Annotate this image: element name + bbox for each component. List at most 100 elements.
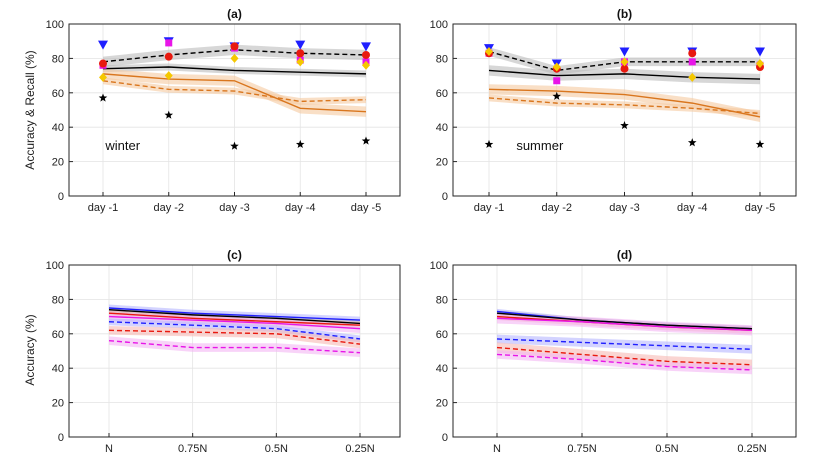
series-line	[496, 353, 753, 371]
series-line	[488, 69, 761, 80]
marker-diamond	[688, 72, 697, 82]
x-tick-label: day -4	[285, 202, 316, 214]
marker-star	[687, 138, 697, 147]
x-tick-label: day -1	[474, 202, 505, 214]
y-tick-label: 80	[52, 53, 64, 65]
y-tick-label: 40	[52, 363, 64, 375]
x-tick-label: day -2	[541, 202, 572, 214]
season-annotation: summer	[516, 138, 564, 153]
y-axis-label-bottom: Accuracy (%)	[23, 314, 37, 385]
x-tick-label: day -3	[609, 202, 640, 214]
series-line	[496, 338, 753, 350]
y-tick-label: 60	[52, 329, 64, 341]
marker-diamond	[485, 47, 493, 57]
x-tick-label: 0.25N	[737, 443, 766, 455]
series-line	[102, 73, 367, 113]
marker-circle	[688, 49, 697, 58]
marker-circle	[362, 50, 370, 59]
y-tick-label: 40	[436, 122, 448, 134]
series-line	[108, 312, 361, 326]
x-tick-label: day -1	[88, 202, 119, 214]
y-tick-label: 20	[436, 398, 448, 410]
marker-diamond	[620, 57, 629, 67]
y-tick-label: 40	[52, 122, 64, 134]
y-tick-label: 20	[436, 157, 448, 169]
series-line	[102, 80, 367, 103]
x-tick-label: 0.5N	[655, 443, 678, 455]
x-tick-label: 0.5N	[265, 443, 288, 455]
marker-diamond	[362, 60, 370, 70]
y-tick-label: 20	[52, 157, 64, 169]
marker-triangle	[619, 47, 630, 57]
y-tick-label: 0	[442, 191, 448, 203]
marker-diamond	[756, 59, 764, 69]
y-tick-label: 0	[58, 432, 64, 444]
x-tick-label: day -3	[219, 202, 250, 214]
marker-triangle	[98, 40, 108, 50]
marker-star	[295, 139, 305, 149]
series-line	[108, 307, 361, 321]
marker-star	[484, 139, 494, 149]
y-tick-label: 60	[436, 329, 448, 341]
series-line	[496, 312, 753, 330]
season-annotation: winter	[104, 138, 140, 153]
axes-frame	[68, 264, 401, 438]
series-line	[102, 66, 367, 75]
y-tick-label: 100	[430, 19, 448, 31]
marker-star	[230, 141, 239, 150]
marker-triangle	[295, 40, 306, 50]
x-tick-label: day -5	[351, 202, 382, 214]
panel-title: (d)	[617, 248, 632, 262]
panel-d: 0 20 40 60 80 100 N 0.75N 0.5N 0.25N (d)	[430, 248, 797, 455]
series-line	[108, 339, 361, 354]
x-tick-label: 0.75N	[178, 443, 207, 455]
series-line	[108, 321, 361, 340]
marker-star	[755, 139, 765, 149]
series-band	[489, 94, 760, 117]
marker-triangle	[755, 47, 765, 57]
panel-b: 0 20 40 60 80 100 day -1 day -2 day -3 day -4 day …	[430, 7, 797, 214]
marker-star	[361, 136, 371, 145]
x-tick-label: day -2	[153, 202, 184, 214]
x-tick-label: day -4	[677, 202, 708, 214]
marker-star	[164, 110, 174, 119]
marker-square	[165, 39, 173, 47]
series-band	[109, 326, 360, 349]
marker-diamond	[552, 62, 561, 72]
series-band	[497, 350, 752, 375]
marker-star	[620, 120, 629, 130]
marker-diamond	[296, 57, 305, 67]
y-tick-label: 0	[58, 191, 64, 203]
y-tick-label: 100	[46, 19, 64, 31]
marker-square	[688, 58, 696, 66]
marker-circle	[296, 49, 305, 58]
panel-c: 0 20 40 60 80 100 N 0.75N 0.5N 0.25N (c)	[46, 248, 401, 455]
y-tick-label: 0	[442, 432, 448, 444]
series-line	[488, 97, 761, 115]
y-tick-label: 60	[52, 88, 64, 100]
marker-circle	[164, 52, 173, 61]
y-tick-label: 60	[436, 88, 448, 100]
y-tick-label: 40	[436, 363, 448, 375]
series-line	[108, 309, 361, 325]
series-line	[496, 346, 753, 366]
x-tick-label: 0.25N	[345, 443, 374, 455]
y-axis-label-top: Accuracy & Recall (%)	[23, 50, 37, 169]
y-tick-label: 100	[46, 260, 64, 272]
series-band	[109, 336, 360, 358]
x-tick-label: N	[493, 443, 501, 455]
series-line	[488, 88, 761, 118]
x-tick-label: day -5	[745, 202, 776, 214]
y-tick-label: 80	[52, 294, 64, 306]
y-tick-label: 80	[436, 294, 448, 306]
x-tick-label: 0.75N	[567, 443, 596, 455]
panel-title: (b)	[617, 7, 632, 21]
panel-title: (a)	[227, 7, 242, 21]
marker-star	[98, 93, 108, 102]
marker-circle	[620, 64, 629, 73]
axes-frame	[452, 264, 797, 438]
marker-circle	[99, 59, 107, 68]
series-band	[497, 334, 752, 354]
marker-diamond	[99, 72, 107, 82]
